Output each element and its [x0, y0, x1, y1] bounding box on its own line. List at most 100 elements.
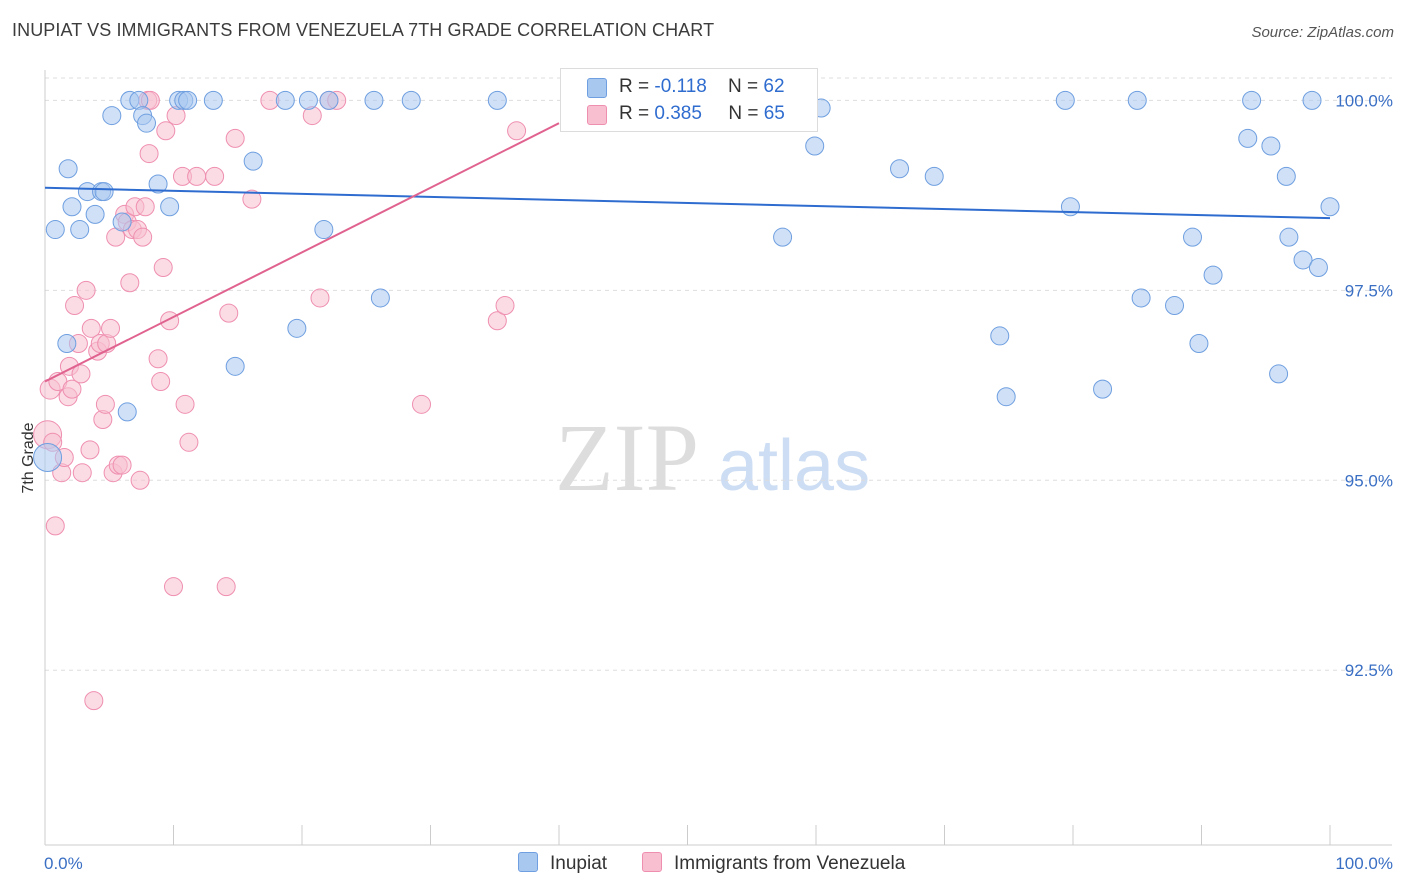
- axis-labels: 92.5% 95.0% 97.5% 100.0% 0.0% 100.0% 7th Grade: [20, 91, 1393, 873]
- point-inupiat: [319, 90, 339, 110]
- legend-r-label: R =: [619, 103, 650, 124]
- point-inupiat: [1276, 166, 1296, 186]
- point-inupiat: [1279, 227, 1299, 247]
- point-inupiat: [364, 90, 384, 110]
- series-venezuela-points: [33, 90, 527, 711]
- point-inupiat: [1320, 197, 1340, 217]
- point-venezuela: [62, 379, 82, 399]
- point-venezuela: [160, 311, 180, 331]
- legend-r-label: R =: [619, 76, 650, 97]
- point-inupiat: [996, 387, 1016, 407]
- bottom-legend-swatch-inupiat: [518, 852, 538, 872]
- point-inupiat: [1302, 90, 1322, 110]
- point-inupiat: [117, 402, 137, 422]
- legend-n-label: N =: [728, 103, 759, 124]
- point-inupiat: [924, 166, 944, 186]
- point-venezuela: [45, 516, 65, 536]
- point-inupiat: [45, 220, 65, 240]
- point-inupiat: [287, 318, 307, 338]
- point-inupiat: [1165, 296, 1185, 316]
- point-inupiat: [275, 90, 295, 110]
- point-venezuela: [120, 273, 140, 293]
- point-inupiat: [1269, 364, 1289, 384]
- point-inupiat: [487, 90, 507, 110]
- bottom-legend-swatch-venezuela: [642, 852, 662, 872]
- point-venezuela: [139, 144, 159, 164]
- point-venezuela: [205, 166, 225, 186]
- point-inupiat: [370, 288, 390, 308]
- watermark-atlas: atlas: [718, 426, 870, 506]
- point-inupiat: [70, 220, 90, 240]
- watermark-zip: ZIP: [555, 404, 699, 511]
- point-venezuela: [95, 394, 115, 414]
- point-inupiat: [62, 197, 82, 217]
- point-inupiat: [1131, 288, 1151, 308]
- trend-lines: [44, 122, 1331, 383]
- point-inupiat: [160, 197, 180, 217]
- point-venezuela: [487, 311, 507, 331]
- point-inupiat: [1127, 90, 1147, 110]
- point-venezuela: [71, 364, 91, 384]
- point-inupiat: [243, 151, 263, 171]
- y-axis-title: 7th Grade: [20, 422, 37, 493]
- point-venezuela: [412, 394, 432, 414]
- point-inupiat: [225, 356, 245, 376]
- point-venezuela: [219, 303, 239, 323]
- bottom-legend-label-inupiat: Inupiat: [550, 853, 608, 874]
- trend-line-inupiat: [44, 186, 1331, 220]
- point-venezuela: [65, 296, 85, 316]
- point-venezuela: [310, 288, 330, 308]
- point-inupiat: [773, 227, 793, 247]
- point-inupiat: [1261, 136, 1281, 156]
- series-inupiat-points: [33, 90, 1340, 472]
- bottom-legend-inupiat[interactable]: Inupiat: [518, 852, 607, 875]
- point-venezuela: [225, 128, 245, 148]
- point-inupiat: [137, 113, 157, 133]
- legend-n-label: N =: [727, 76, 759, 97]
- point-venezuela: [507, 121, 527, 141]
- y-tick-label: 100.0%: [1335, 91, 1393, 110]
- trend-line-venezuela: [44, 122, 560, 383]
- point-inupiat: [1189, 334, 1209, 354]
- bottom-legend-venezuela[interactable]: Immigrants from Venezuela: [642, 852, 905, 875]
- point-venezuela: [179, 432, 199, 452]
- point-venezuela: [242, 189, 262, 209]
- legend-swatch-inupiat: [587, 78, 607, 98]
- point-inupiat: [94, 182, 114, 202]
- chart-title: INUPIAT VS IMMIGRANTS FROM VENEZUELA 7TH…: [12, 20, 715, 40]
- bottom-legend-label-venezuela: Immigrants from Venezuela: [674, 853, 906, 874]
- y-tick-label: 92.5%: [1345, 661, 1393, 680]
- legend-r-value: 0.385: [654, 103, 702, 124]
- point-venezuela: [133, 227, 153, 247]
- point-inupiat: [1238, 128, 1258, 148]
- point-inupiat: [102, 106, 122, 126]
- y-tick-label: 95.0%: [1345, 471, 1393, 490]
- legend-r-value: -0.118: [654, 76, 707, 97]
- x-tick-label: 0.0%: [44, 854, 83, 873]
- point-inupiat: [298, 90, 318, 110]
- point-inupiat: [890, 159, 910, 179]
- source-label: Source: ZipAtlas.com: [1251, 24, 1394, 41]
- point-venezuela: [156, 121, 176, 141]
- point-inupiat: [1203, 265, 1223, 285]
- point-venezuela: [84, 691, 104, 711]
- point-inupiat: [314, 220, 334, 240]
- point-inupiat: [990, 326, 1010, 346]
- point-venezuela: [153, 258, 173, 278]
- point-inupiat: [401, 90, 421, 110]
- point-venezuela: [175, 394, 195, 414]
- point-venezuela: [72, 463, 92, 483]
- legend-n-value: 65: [763, 103, 785, 124]
- point-venezuela: [164, 577, 183, 597]
- point-venezuela: [130, 470, 150, 490]
- point-inupiat: [58, 159, 78, 179]
- point-inupiat: [1093, 379, 1113, 399]
- point-inupiat: [1183, 227, 1203, 247]
- point-venezuela: [187, 166, 207, 186]
- point-inupiat: [148, 174, 168, 194]
- correlation-legend: R = -0.118 N = 62 R = 0.385 N = 65: [560, 68, 818, 132]
- point-venezuela: [216, 577, 236, 597]
- point-inupiat: [85, 204, 105, 224]
- point-venezuela: [148, 349, 168, 369]
